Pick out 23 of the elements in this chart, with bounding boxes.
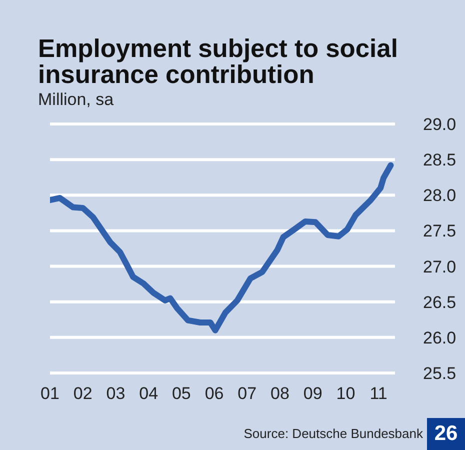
y-tick-label: 28.0 bbox=[423, 186, 456, 206]
x-tick-label: 04 bbox=[139, 384, 158, 404]
x-tick-label: 11 bbox=[370, 384, 388, 404]
chart-title: Employment subject to social insurance contribution bbox=[38, 35, 399, 89]
x-tick-label: 09 bbox=[303, 384, 322, 404]
chart-subtitle: Million, sa bbox=[38, 90, 114, 110]
x-tick-label: 02 bbox=[73, 384, 92, 404]
x-tick-label: 06 bbox=[204, 384, 224, 404]
x-tick-label: 08 bbox=[270, 384, 290, 404]
y-tick-label: 29.0 bbox=[423, 115, 456, 134]
y-tick-label: 28.5 bbox=[423, 150, 456, 170]
x-tick-label: 05 bbox=[172, 384, 191, 404]
x-tick-label: 01 bbox=[40, 384, 60, 404]
x-tick-label: 07 bbox=[238, 384, 257, 404]
text: 26 bbox=[427, 418, 465, 450]
x-tick-label: 10 bbox=[336, 384, 356, 404]
y-tick-label: 25.5 bbox=[423, 364, 456, 384]
y-tick-label: 27.0 bbox=[423, 257, 456, 276]
x-tick-label: 03 bbox=[106, 384, 126, 404]
y-tick-label: 26.0 bbox=[423, 328, 456, 348]
source-note: Source: Deutsche Bundesbank bbox=[244, 426, 423, 441]
y-tick-label: 27.5 bbox=[423, 222, 456, 241]
y-tick-label: 26.5 bbox=[423, 292, 456, 312]
